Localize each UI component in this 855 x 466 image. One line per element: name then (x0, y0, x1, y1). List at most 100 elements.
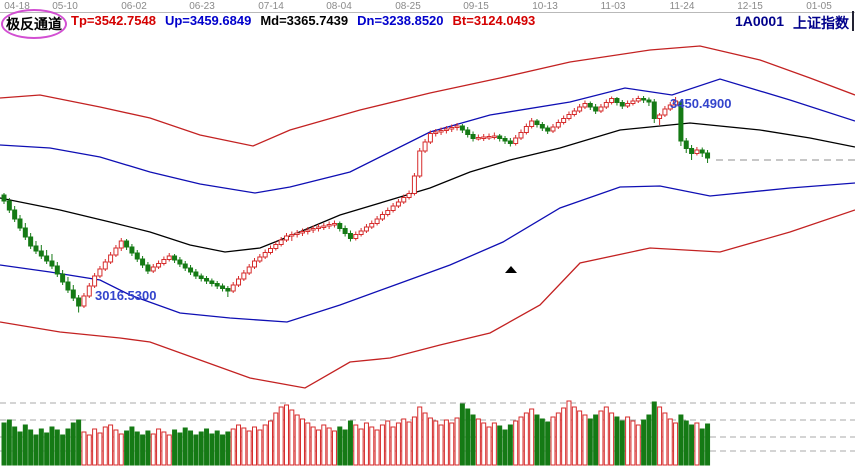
candle-body (459, 125, 465, 131)
candle-body (523, 126, 529, 133)
volume-bar (81, 431, 87, 466)
volume-bar (299, 418, 305, 466)
security-title: 1A0001 上证指数 (735, 13, 849, 33)
candle-body (705, 152, 711, 159)
candle-body (587, 103, 593, 108)
volume-bar (598, 410, 604, 466)
candle-body (129, 246, 135, 254)
volume-bar (379, 424, 385, 466)
candle-body (257, 256, 263, 262)
candle-body (315, 226, 321, 229)
candle-body (443, 128, 449, 131)
volume-bar (395, 422, 401, 466)
volume-bar (657, 406, 663, 466)
volume-bar (193, 434, 199, 466)
volume-bar (166, 434, 172, 466)
volume-bar (385, 420, 391, 466)
volume-bar (417, 406, 423, 466)
candle-body (150, 266, 156, 272)
volume-bar (566, 400, 572, 466)
candle-body (625, 103, 631, 107)
candle-body (561, 118, 567, 123)
axis-separator-line (0, 12, 855, 13)
candle-body (289, 234, 295, 237)
volume-bar (38, 428, 44, 466)
candle-body (699, 149, 705, 154)
volume-bar (694, 422, 700, 466)
volume-bar (28, 429, 34, 466)
candle-body (470, 134, 476, 139)
candle-body (582, 103, 588, 108)
candle-body (278, 239, 284, 245)
volume-bar (438, 424, 444, 466)
candle-body (395, 201, 401, 207)
candle-body (273, 244, 279, 249)
volume-bar (305, 422, 311, 466)
indicator-value-up: Up=3459.6849 (164, 13, 252, 28)
candle-body (283, 235, 289, 241)
volume-bar (230, 428, 236, 466)
candle-body (486, 136, 492, 139)
candle-body (619, 102, 625, 107)
volume-bar (315, 429, 321, 466)
candle-body (92, 275, 98, 287)
candle-body (161, 259, 167, 264)
candle-body (54, 265, 60, 275)
volume-bar (587, 418, 593, 466)
volume-bar (289, 409, 295, 466)
volume-bar (390, 426, 396, 466)
volume-bar (561, 407, 567, 466)
candle-body (678, 101, 684, 142)
candle-body (113, 247, 119, 256)
candle-body (465, 129, 471, 135)
candle-body (172, 255, 178, 261)
volume-bar (523, 412, 529, 466)
volume-bar (326, 427, 332, 466)
candle-body (427, 133, 433, 143)
volume-bar (571, 406, 577, 466)
volume-bar (630, 420, 636, 466)
candle-body (177, 259, 183, 265)
candle-body (108, 254, 114, 263)
candle-body (662, 108, 668, 116)
volume-bar (497, 425, 503, 466)
volume-bar (177, 432, 183, 466)
candle-body (635, 98, 641, 102)
candle-body (262, 252, 268, 258)
candle-body (507, 140, 513, 144)
volume-bar (347, 420, 353, 466)
volume-bar (283, 404, 289, 466)
volume-bar (44, 432, 50, 466)
volume-bar (331, 430, 337, 466)
channel-line-bt (0, 209, 855, 389)
candle-body (363, 226, 369, 232)
indicator-value-bt: Bt=3124.0493 (452, 13, 536, 28)
candle-body (188, 267, 194, 273)
volume-bar (97, 432, 103, 466)
candle-body (145, 264, 151, 272)
volume-bar (651, 401, 657, 466)
volume-bar (6, 419, 12, 466)
axis-date-label: 10-13 (532, 1, 558, 12)
volume-bar (65, 428, 71, 466)
volume-bar (614, 416, 620, 466)
candle-body (513, 137, 519, 144)
candle-body (534, 120, 540, 125)
candle-body (438, 130, 444, 133)
volume-bar (342, 429, 348, 466)
candle-body (593, 106, 599, 112)
volume-bar (209, 433, 215, 466)
candle-body (374, 218, 380, 224)
security-name: 上证指数 (793, 15, 849, 31)
volume-bar (182, 427, 188, 466)
volume-bar (427, 417, 433, 466)
candle-body (646, 99, 652, 103)
candle-body (667, 104, 673, 110)
candle-body (337, 223, 343, 229)
volume-bar (625, 416, 631, 466)
volume-bar (49, 426, 55, 466)
candle-body (70, 289, 76, 299)
volume-bar (76, 419, 82, 466)
volume-bar (278, 406, 284, 466)
